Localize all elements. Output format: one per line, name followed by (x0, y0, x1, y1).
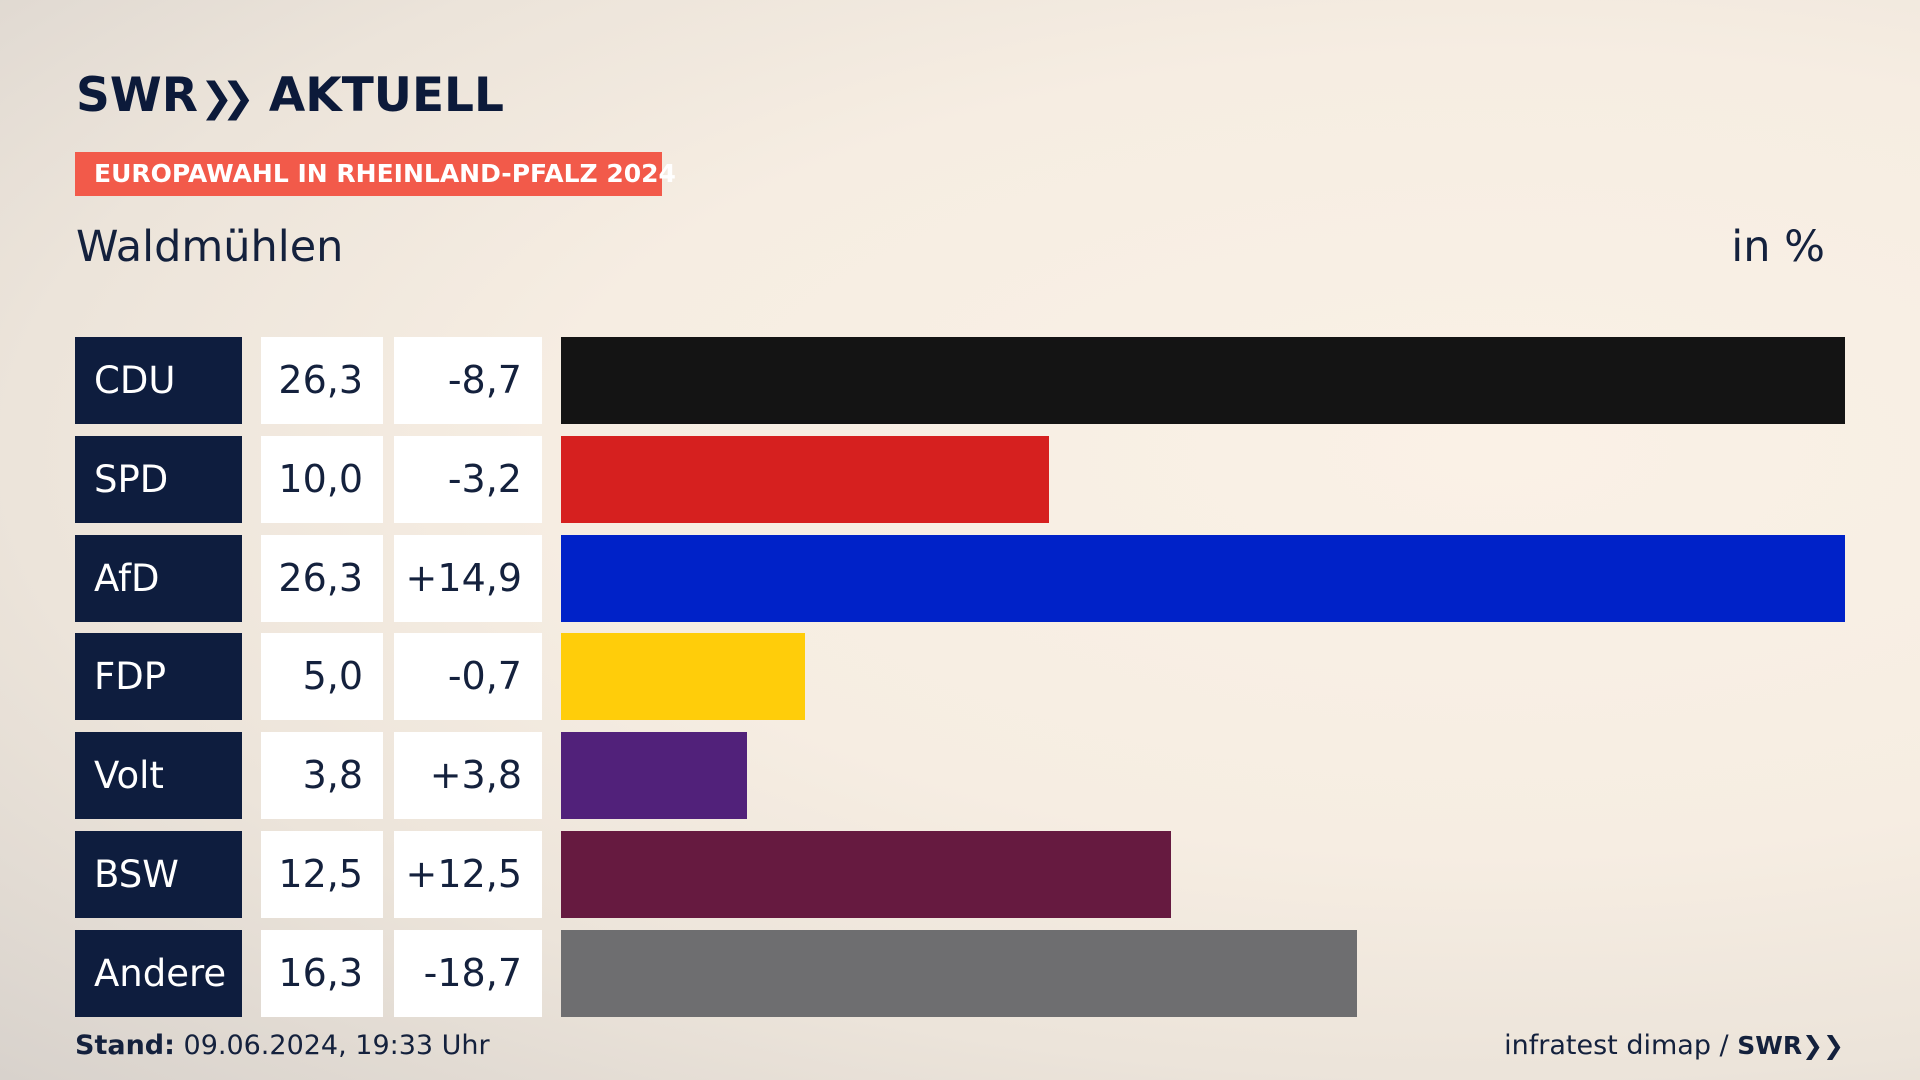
timestamp: Stand: 09.06.2024, 19:33 Uhr (75, 1030, 490, 1061)
vote-share-label: 5,0 (261, 633, 383, 721)
party-label: AfD (75, 534, 242, 622)
vote-change-label: +3,8 (394, 732, 542, 820)
unit-label: in % (1731, 222, 1825, 272)
timestamp-value: 09.06.2024, 19:33 Uhr (183, 1030, 490, 1061)
party-label: CDU (75, 337, 242, 424)
result-bar (561, 732, 747, 820)
swr-mini-logo-text: SWR (1737, 1031, 1803, 1060)
vote-share-label: 16,3 (261, 929, 383, 1017)
result-bar (561, 929, 1357, 1017)
vote-change-label: +14,9 (394, 534, 542, 622)
vote-share-label: 10,0 (261, 435, 383, 523)
result-bar (561, 435, 1050, 523)
party-label: BSW (75, 831, 242, 918)
source-credit: infratest dimap / SWR❯❯ (1504, 1030, 1844, 1061)
logo-chevrons-icon: ❯❯ (199, 75, 255, 121)
logo-aktuell-text: AKTUELL (268, 68, 504, 123)
result-bar (561, 831, 1172, 918)
vote-change-label: +12,5 (394, 831, 542, 918)
party-label: Volt (75, 732, 242, 820)
result-bar (561, 633, 806, 721)
vote-change-label: -18,7 (394, 929, 542, 1017)
party-label: SPD (75, 435, 242, 523)
party-label: FDP (75, 633, 242, 721)
vote-share-label: 3,8 (261, 732, 383, 820)
municipality-title: Waldmühlen (76, 222, 344, 272)
swr-mini-logo: SWR❯❯ (1737, 1031, 1844, 1060)
result-bar (561, 534, 1845, 622)
party-label: Andere (75, 929, 242, 1017)
vote-change-label: -8,7 (394, 337, 542, 424)
result-bar (561, 337, 1845, 424)
vote-share-label: 26,3 (261, 534, 383, 622)
vote-change-label: -0,7 (394, 633, 542, 721)
vote-change-label: -3,2 (394, 435, 542, 523)
logo-swr-text: SWR (76, 68, 198, 123)
swr-aktuell-logo: SWR❯❯ AKTUELL (76, 68, 504, 123)
source-text: infratest dimap / (1504, 1030, 1729, 1061)
vote-share-label: 26,3 (261, 337, 383, 424)
vote-share-label: 12,5 (261, 831, 383, 918)
election-badge: EUROPAWAHL IN RHEINLAND-PFALZ 2024 (75, 152, 676, 196)
timestamp-label: Stand: (75, 1030, 175, 1061)
